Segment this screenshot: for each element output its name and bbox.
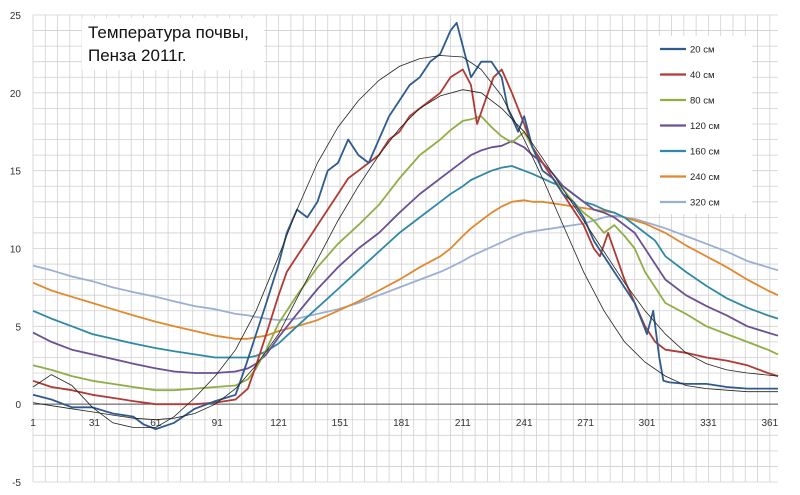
series-line [32, 165, 779, 359]
series-lines [32, 21, 779, 430]
x-tick-label: 61 [150, 418, 162, 429]
y-tick-label: 0 [15, 400, 21, 411]
chart-title: Температура почвы, [88, 23, 249, 42]
legend-label: 320 см [690, 198, 720, 209]
y-tick-label: 10 [10, 245, 22, 256]
x-tick-label: 31 [89, 418, 101, 429]
chart-subtitle: Пенза 2011г. [88, 46, 186, 65]
y-tick-label: 5 [15, 322, 21, 333]
x-tick-label: 181 [393, 418, 410, 429]
series-line [32, 68, 779, 406]
x-axis-ticks: 1 31 61 91 121 151 181 211 241 271 301 331 361 [30, 418, 778, 429]
trend-curves [32, 55, 779, 428]
series-line [32, 140, 779, 374]
legend-label: 80 см [690, 96, 715, 107]
x-tick-label: 361 [761, 418, 778, 429]
y-axis-ticks: -5 0 5 10 15 20 25 [10, 11, 22, 489]
series-line [32, 115, 779, 392]
x-tick-label: 121 [270, 418, 287, 429]
series-line [32, 199, 779, 340]
legend-label: 160 см [690, 147, 720, 158]
series-line [32, 214, 779, 321]
x-tick-label: 151 [332, 418, 349, 429]
trend-curve [32, 89, 779, 421]
legend-label: 20 см [690, 45, 715, 56]
title-box [82, 18, 264, 70]
series-line [32, 21, 778, 430]
y-tick-label: 15 [10, 167, 22, 178]
x-tick-label: 211 [455, 418, 471, 429]
legend-label: 240 см [690, 172, 720, 183]
y-tick-label: -5 [12, 478, 21, 489]
x-tick-label: 271 [577, 418, 594, 429]
x-tick-label: 91 [212, 418, 224, 429]
x-tick-label: 241 [516, 418, 533, 429]
x-tick-label: 1 [30, 418, 36, 429]
x-tick-label: 301 [639, 418, 656, 429]
y-tick-label: 20 [10, 89, 22, 100]
trend-curve [32, 55, 778, 428]
legend-label: 120 см [690, 121, 720, 132]
legend-label: 40 см [690, 70, 715, 81]
x-tick-label: 331 [700, 418, 717, 429]
y-tick-label: 25 [10, 11, 22, 22]
legend: 20 см 40 см 80 см 120 см 160 см 240 см 320 см [648, 36, 752, 214]
